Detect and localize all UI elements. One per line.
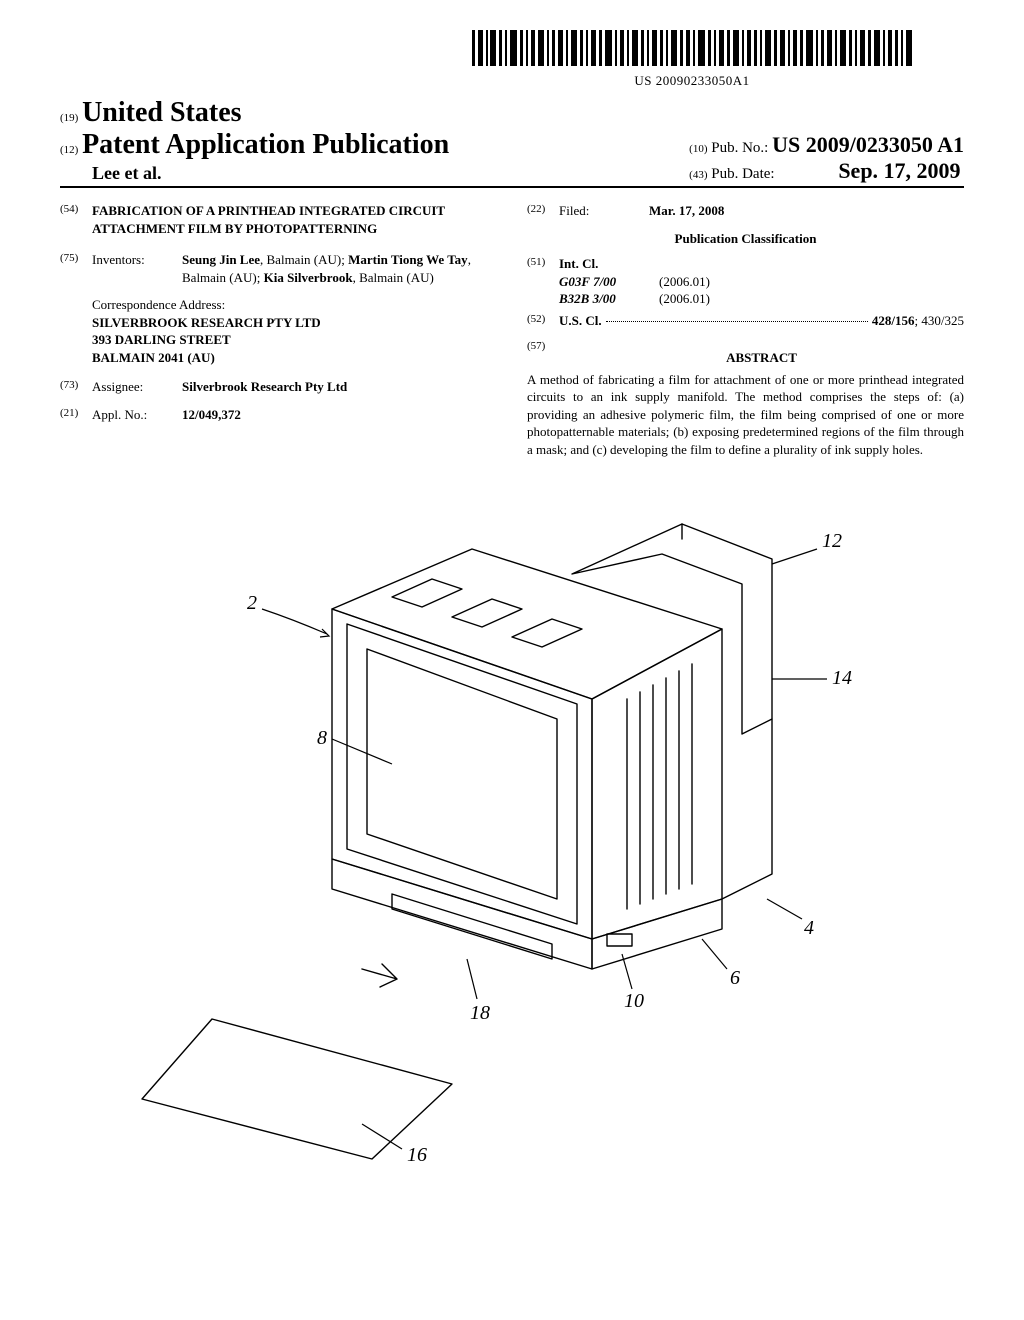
doc-type-code: (12) [60, 144, 78, 156]
uscl-label: U.S. Cl. [559, 312, 602, 330]
applno-value: 12/049,372 [182, 406, 497, 424]
intcl-row-2-year: (2006.01) [659, 290, 964, 308]
filed-label: Filed: [559, 202, 649, 220]
inventors-code: (75) [60, 251, 92, 286]
filed-code: (22) [527, 202, 559, 220]
uscl-value: 428/156; 430/325 [872, 312, 964, 330]
country-name: United States [82, 97, 241, 128]
patent-figure: 2 8 12 14 4 6 10 18 16 [60, 479, 964, 1184]
inventors-value: Seung Jin Lee, Balmain (AU); Martin Tion… [182, 251, 497, 286]
uscl-secondary: ; 430/325 [915, 313, 964, 328]
intcl-row-1-year: (2006.01) [659, 273, 964, 291]
uscl-dots [606, 321, 868, 322]
applno-label: Appl. No.: [92, 406, 182, 424]
correspondence-label: Correspondence Address: [92, 296, 497, 314]
barcode-block: US 20090233050A1 [420, 30, 964, 89]
figure-label-12: 12 [822, 530, 842, 552]
figure-label-6: 6 [730, 967, 740, 989]
invention-title: FABRICATION OF A PRINTHEAD INTEGRATED CI… [92, 202, 497, 237]
left-column: (54) FABRICATION OF A PRINTHEAD INTEGRAT… [60, 202, 497, 459]
barcode-number: US 20090233050A1 [420, 73, 964, 89]
inventor-addr-3: , Balmain (AU) [353, 270, 434, 285]
correspondence-line-1: SILVERBROOK RESEARCH PTY LTD [92, 314, 497, 332]
correspondence-line-2: 393 DARLING STREET [92, 331, 497, 349]
inventor-name-3: Kia Silverbrook [264, 270, 353, 285]
uscl-code: (52) [527, 312, 559, 330]
correspondence-line-3: BALMAIN 2041 (AU) [92, 349, 497, 367]
applno-code: (21) [60, 406, 92, 424]
country-code: (19) [60, 112, 78, 124]
pubdate-label: Pub. Date: [711, 166, 774, 182]
figure-label-2: 2 [247, 592, 257, 614]
inventor-name-1: Seung Jin Lee [182, 252, 260, 267]
header: (19) United States (12) Patent Applicati… [60, 97, 964, 188]
uscl-primary: 428/156 [872, 313, 915, 328]
assignee-label: Assignee: [92, 378, 182, 396]
pubno-value: US 2009/0233050 A1 [772, 132, 964, 157]
figure-label-8: 8 [317, 727, 327, 749]
barcode-graphic [472, 30, 912, 66]
pub-class-heading: Publication Classification [527, 230, 964, 248]
assignee-code: (73) [60, 378, 92, 396]
pubdate-value: Sep. 17, 2009 [838, 158, 960, 183]
figure-label-4: 4 [804, 917, 814, 939]
title-code: (54) [60, 202, 92, 237]
doc-type: Patent Application Publication [82, 129, 449, 160]
filed-value: Mar. 17, 2008 [649, 202, 964, 220]
pubno-label: Pub. No.: [711, 140, 768, 156]
abstract-code: (57) [527, 339, 559, 371]
abstract-heading: ABSTRACT [559, 349, 964, 367]
intcl-row-2-code: B32B 3/00 [559, 290, 659, 308]
pubno-code: (10) [689, 143, 707, 155]
inventors-label: Inventors: [92, 251, 182, 286]
figure-label-10: 10 [624, 990, 644, 1012]
inventor-name-2: Martin Tiong We Tay [348, 252, 468, 267]
authors: Lee et al. [92, 163, 449, 184]
figure-label-18: 18 [470, 1002, 490, 1024]
correspondence-address: Correspondence Address: SILVERBROOK RESE… [92, 296, 497, 366]
abstract-text: A method of fabricating a film for attac… [527, 371, 964, 459]
right-column: (22) Filed: Mar. 17, 2008 Publication Cl… [527, 202, 964, 459]
figure-label-16: 16 [407, 1144, 427, 1166]
intcl-code: (51) [527, 255, 559, 308]
intcl-row-1-code: G03F 7/00 [559, 273, 659, 291]
intcl-label: Int. Cl. [559, 255, 964, 273]
figure-label-14: 14 [832, 667, 852, 689]
inventor-addr-1: , Balmain (AU); [260, 252, 348, 267]
assignee-value: Silverbrook Research Pty Ltd [182, 378, 497, 396]
pubdate-code: (43) [689, 169, 707, 181]
